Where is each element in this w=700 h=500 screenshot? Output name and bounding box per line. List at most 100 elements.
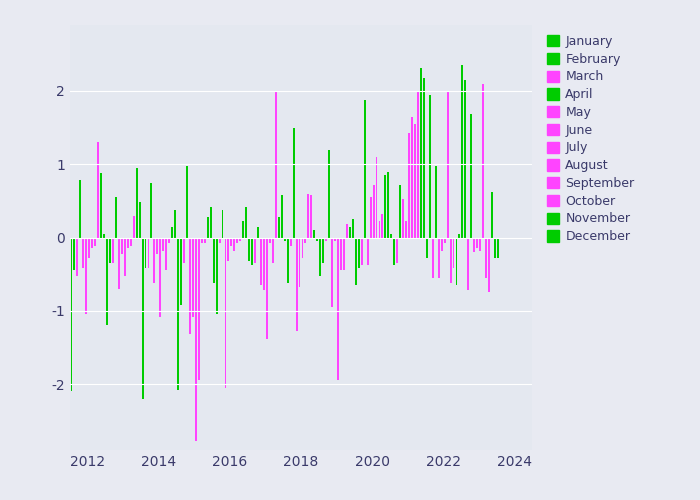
Bar [133, 216, 134, 238]
Bar [97, 142, 99, 238]
Bar [189, 238, 191, 334]
Bar [334, 238, 336, 241]
Bar [293, 128, 295, 238]
Bar [195, 238, 197, 441]
Bar [91, 238, 93, 248]
Bar [468, 238, 469, 290]
Bar [435, 166, 437, 238]
Bar [106, 238, 108, 326]
Bar [130, 238, 132, 246]
Bar [449, 238, 452, 283]
Bar [452, 238, 454, 268]
Bar [148, 238, 150, 268]
Bar [251, 238, 253, 266]
Bar [405, 222, 407, 238]
Bar [230, 238, 232, 246]
Bar [384, 175, 386, 238]
Bar [438, 238, 440, 278]
Bar [67, 232, 69, 237]
Bar [382, 214, 384, 238]
Bar [408, 134, 410, 238]
Bar [352, 219, 354, 238]
Bar [248, 238, 250, 261]
Bar [71, 238, 73, 392]
Bar [139, 202, 141, 237]
Bar [272, 238, 274, 263]
Bar [304, 238, 307, 244]
Bar [426, 238, 428, 258]
Bar [183, 238, 185, 263]
Bar [414, 124, 416, 238]
Bar [165, 238, 167, 270]
Bar [204, 238, 206, 244]
Legend: January, February, March, April, May, June, July, August, September, October, No: January, February, March, April, May, Ju… [543, 31, 638, 247]
Bar [172, 226, 173, 237]
Bar [85, 238, 88, 314]
Bar [225, 238, 227, 388]
Bar [476, 238, 478, 248]
Bar [290, 238, 292, 246]
Bar [461, 66, 463, 238]
Bar [153, 238, 155, 283]
Bar [399, 184, 401, 238]
Bar [482, 84, 484, 237]
Bar [420, 68, 422, 237]
Bar [103, 234, 105, 237]
Bar [218, 238, 220, 244]
Bar [391, 234, 392, 237]
Bar [316, 238, 319, 241]
Bar [340, 238, 342, 270]
Bar [328, 150, 330, 238]
Bar [387, 172, 389, 237]
Bar [367, 238, 369, 266]
Bar [64, 153, 67, 238]
Bar [127, 238, 129, 248]
Bar [358, 238, 360, 268]
Bar [491, 192, 493, 238]
Bar [257, 226, 259, 237]
Bar [278, 217, 280, 238]
Bar [109, 238, 111, 263]
Bar [79, 180, 81, 238]
Bar [83, 238, 84, 268]
Bar [263, 238, 265, 290]
Bar [124, 238, 126, 276]
Bar [121, 238, 122, 254]
Bar [160, 238, 161, 316]
Bar [494, 238, 496, 258]
Bar [343, 238, 345, 270]
Bar [76, 238, 78, 276]
Bar [337, 238, 339, 380]
Bar [88, 238, 90, 258]
Bar [429, 94, 430, 238]
Bar [206, 217, 209, 238]
Bar [480, 238, 481, 250]
Bar [141, 238, 144, 398]
Bar [233, 238, 235, 250]
Bar [284, 238, 286, 241]
Bar [245, 206, 247, 238]
Bar [281, 195, 283, 238]
Bar [298, 238, 300, 288]
Bar [210, 206, 211, 238]
Bar [168, 238, 170, 244]
Bar [310, 195, 312, 238]
Bar [441, 238, 442, 250]
Bar [144, 238, 146, 268]
Bar [456, 238, 458, 285]
Bar [150, 182, 153, 238]
Bar [458, 234, 461, 237]
Bar [266, 238, 268, 338]
Bar [302, 238, 304, 258]
Bar [396, 238, 398, 263]
Bar [201, 238, 203, 244]
Bar [473, 238, 475, 252]
Bar [346, 224, 348, 237]
Bar [221, 210, 223, 238]
Bar [177, 238, 179, 390]
Bar [162, 238, 164, 250]
Bar [237, 238, 238, 244]
Bar [156, 238, 158, 254]
Bar [423, 78, 425, 237]
Bar [314, 230, 315, 237]
